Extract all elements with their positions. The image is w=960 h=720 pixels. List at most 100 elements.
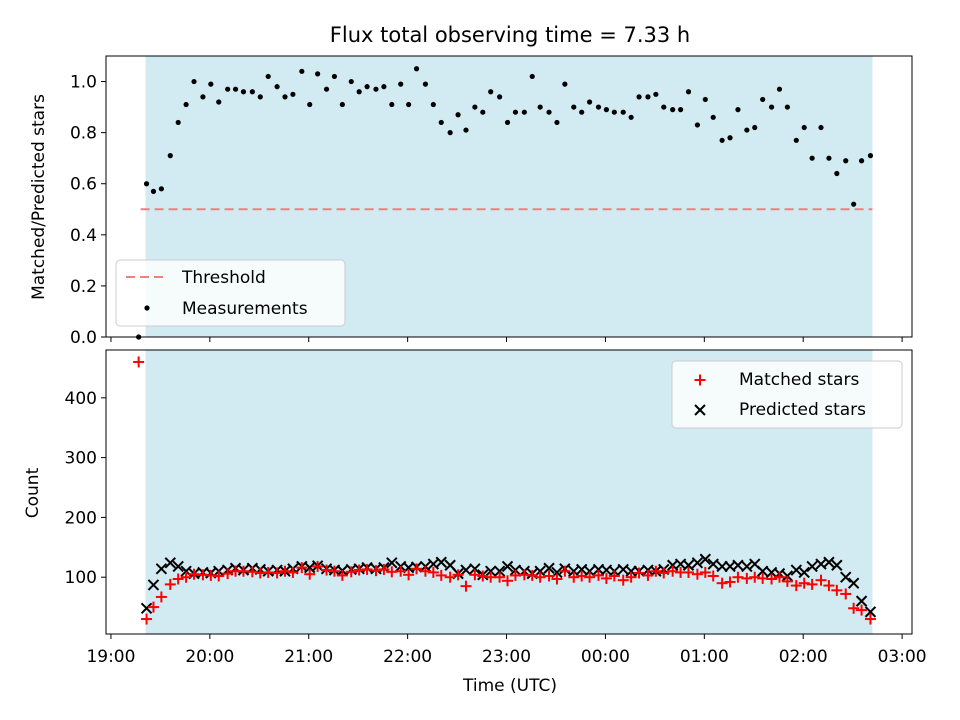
matched-star-marker: [707, 570, 719, 582]
measurement-point: [331, 73, 338, 80]
measurement-point: [727, 135, 733, 141]
top-panel: 0.0 0.2 0.4 0.6 0.8 1.0 Matched/Predicted sta…: [29, 55, 913, 348]
measurement-point: [348, 78, 354, 85]
top-y-tick-label: 0.0: [70, 328, 97, 348]
bottom-axes-frame: [105, 349, 913, 635]
measurement-point: [373, 86, 379, 92]
x-tick-label: 01:00: [680, 647, 729, 667]
matched-star-marker: [790, 580, 802, 592]
matched-star-marker: [502, 575, 514, 587]
measurement-point: [257, 94, 263, 100]
matched-star-marker: [411, 563, 423, 575]
predicted-star-marker: [501, 560, 514, 573]
measurement-point: [290, 91, 296, 97]
matched-star-marker: [328, 565, 340, 577]
measurement-point: [851, 201, 857, 207]
predicted-star-marker: [864, 606, 877, 618]
measurement-point: [793, 137, 799, 143]
bottom-y-tick-label: 400: [65, 389, 97, 409]
measurement-points: [136, 66, 874, 340]
matched-star-marker: [361, 563, 373, 575]
predicted-star-marker: [682, 559, 695, 571]
predicted-star-marker: [691, 557, 704, 569]
matched-star-marker: [427, 566, 439, 578]
matched-star-marker: [279, 565, 291, 577]
bottom-legend: Matched stars Predicted stars: [671, 360, 903, 429]
measurement-point: [299, 68, 305, 74]
top-y-axis: 0.0 0.2 0.4 0.6 0.8 1.0: [70, 73, 106, 348]
matched-star-marker: [559, 565, 571, 577]
measurement-point: [661, 104, 667, 110]
measurement-point: [719, 137, 725, 143]
measurement-point: [200, 94, 206, 100]
bottom-y-tick-label: 300: [65, 449, 97, 469]
matched-star-marker: [658, 567, 670, 579]
matched-star-marker: [133, 356, 145, 368]
measurement-point: [488, 89, 494, 95]
measurement-point: [381, 84, 387, 90]
matched-star-marker: [682, 566, 694, 578]
top-axes-frame: [105, 55, 913, 338]
matched-star-marker: [469, 569, 481, 581]
top-y-tick-label: 0.4: [70, 226, 97, 246]
figure-title: Flux total observing time = 7.33 h: [330, 23, 690, 47]
top-y-tick-label: 0.8: [70, 124, 97, 144]
predicted-star-marker: [469, 563, 481, 575]
matched-star-marker: [840, 588, 852, 600]
measurement-point: [225, 86, 231, 92]
matched-star-marker: [312, 560, 324, 572]
legend-measurement-swatch: [144, 305, 150, 311]
measurement-point: [537, 104, 543, 110]
matched-star-marker: [576, 570, 588, 582]
matched-star-marker: [444, 571, 456, 583]
top-y-tick-label: 0.6: [70, 175, 97, 195]
matched-star-marker: [246, 566, 258, 578]
x-tick-label: 02:00: [779, 647, 828, 667]
measurement-point: [801, 124, 807, 131]
measurement-point: [455, 112, 461, 118]
measurement-point: [645, 94, 651, 100]
bottom-y-label: Count: [23, 467, 43, 518]
x-tick-label: 20:00: [185, 647, 234, 667]
x-tick-label: 22:00: [383, 647, 432, 667]
matched-star-marker: [155, 591, 167, 603]
measurement-point: [512, 109, 519, 115]
matched-star-marker: [856, 604, 868, 616]
measurement-point: [603, 107, 610, 113]
measurement-point: [472, 104, 478, 110]
measurement-point: [430, 101, 436, 108]
matched-star-marker: [551, 573, 563, 585]
measurement-point: [694, 122, 700, 128]
measurement-point: [356, 89, 362, 95]
measurement-point: [826, 155, 832, 161]
measurement-point: [628, 114, 634, 120]
matched-star-marker: [172, 573, 184, 585]
measurement-point: [504, 119, 511, 126]
measurement-point: [167, 153, 173, 159]
measurement-point: [158, 186, 164, 192]
matched-star-marker: [494, 571, 506, 583]
measurement-point: [274, 84, 280, 90]
measurement-point: [809, 155, 815, 161]
predicted-star-marker: [493, 565, 506, 577]
predicted-star-marker: [806, 560, 818, 573]
measurement-point: [858, 158, 865, 164]
matched-star-marker: [848, 602, 860, 614]
measurement-point: [562, 81, 568, 87]
measurement-point: [315, 71, 321, 77]
measurement-point: [579, 109, 585, 115]
matched-star-marker: [741, 572, 753, 584]
measurement-point: [744, 127, 750, 133]
measurement-point: [216, 99, 222, 105]
predicted-star-marker: [543, 562, 555, 574]
matched-star-marker: [699, 566, 711, 578]
matched-star-marker: [864, 613, 876, 625]
predicted-star-marker: [140, 602, 153, 614]
matched-star-marker: [633, 567, 645, 579]
bottom-y-tick-label: 200: [65, 508, 97, 528]
matched-star-marker: [650, 565, 662, 577]
matched-star-marker: [831, 584, 843, 596]
matched-star-marker: [543, 570, 555, 582]
measurement-point: [620, 109, 626, 115]
